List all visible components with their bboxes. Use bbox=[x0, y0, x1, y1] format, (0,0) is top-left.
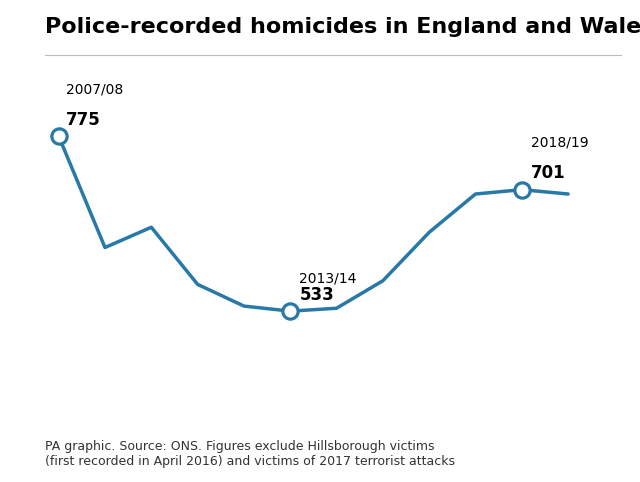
Text: 533: 533 bbox=[300, 286, 334, 304]
Text: 701: 701 bbox=[531, 164, 566, 183]
Text: Police-recorded homicides in England and Wales: Police-recorded homicides in England and… bbox=[45, 17, 640, 37]
Text: 775: 775 bbox=[66, 111, 100, 129]
Text: 2018/19: 2018/19 bbox=[531, 136, 589, 150]
Text: 2007/08: 2007/08 bbox=[66, 82, 123, 96]
Text: PA graphic. Source: ONS. Figures exclude Hillsborough victims
(first recorded in: PA graphic. Source: ONS. Figures exclude… bbox=[45, 440, 455, 468]
Text: 2013/14: 2013/14 bbox=[300, 272, 357, 286]
